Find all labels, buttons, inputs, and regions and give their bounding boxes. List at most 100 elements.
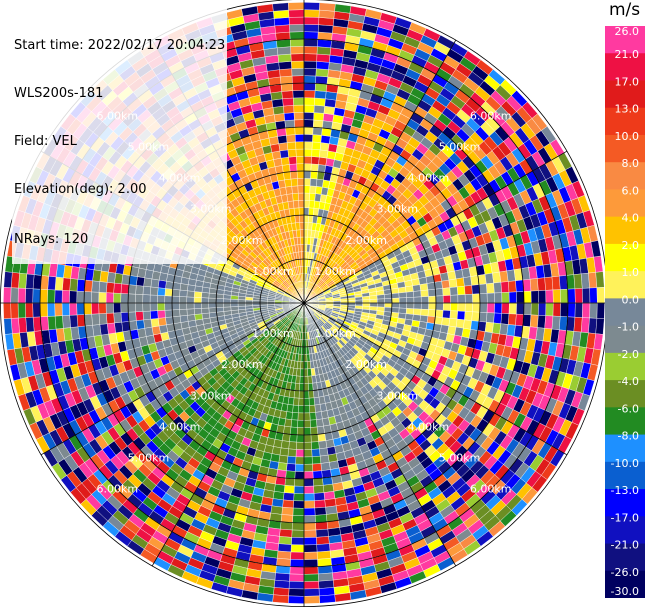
velocity-gate [285, 127, 296, 136]
velocity-gate [560, 288, 569, 304]
velocity-gate [318, 440, 328, 450]
velocity-gate [311, 156, 320, 165]
velocity-gate [39, 288, 48, 304]
velocity-gate [552, 302, 561, 317]
velocity-gate [303, 471, 314, 480]
velocity-gate [303, 214, 309, 223]
velocity-gate [288, 581, 305, 590]
velocity-gate [538, 302, 547, 316]
velocity-gate [276, 550, 292, 560]
velocity-gate [294, 119, 305, 128]
velocity-gate [150, 318, 160, 328]
velocity-gate [442, 310, 451, 319]
velocity-gate [435, 295, 444, 304]
velocity-gate [589, 302, 598, 319]
velocity-gate [136, 276, 145, 287]
velocity-gate [193, 308, 203, 315]
velocity-gate [283, 492, 295, 501]
velocity-gate [303, 82, 316, 91]
velocity-gate [574, 288, 583, 304]
velocity-gate [291, 60, 305, 69]
velocity-gate [293, 207, 300, 216]
velocity-gate [479, 293, 488, 304]
velocity-gate [493, 312, 502, 324]
velocity-gate [455, 277, 465, 288]
velocity-gate [298, 192, 305, 201]
velocity-gate [406, 302, 415, 309]
velocity-gate [290, 53, 305, 62]
velocity-gate [314, 404, 322, 413]
velocity-gate [315, 75, 328, 85]
velocity-gate [420, 308, 429, 317]
velocity-gate [435, 288, 444, 297]
velocity-gate [279, 68, 293, 78]
colorbar-tick-label: 21.0 [615, 48, 640, 61]
velocity-gate [311, 448, 321, 457]
velocity-gate [316, 418, 324, 428]
velocity-gate [529, 278, 539, 292]
velocity-gate [398, 292, 407, 299]
velocity-gate [186, 296, 195, 304]
velocity-gate [508, 291, 517, 304]
velocity-gate [391, 292, 400, 299]
velocity-gate [303, 229, 309, 238]
velocity-gate [369, 298, 378, 304]
velocity-gate [286, 134, 296, 143]
velocity-gate [245, 305, 254, 310]
velocity-gate [193, 302, 202, 309]
velocity-gate [223, 306, 232, 312]
velocity-gate [282, 164, 291, 173]
velocity-gate [515, 313, 524, 327]
velocity-gate [303, 163, 312, 172]
velocity-gate [83, 302, 92, 315]
velocity-gate [300, 236, 305, 245]
velocity-gate [315, 411, 323, 420]
velocity-gate [186, 290, 195, 298]
velocity-gate [120, 312, 130, 323]
velocity-gate [596, 287, 605, 304]
velocity-gate [450, 302, 459, 312]
velocity-gate [280, 440, 290, 450]
velocity-gate [279, 447, 289, 457]
instrument-name: WLS200s-181 [14, 86, 104, 101]
velocity-gate [128, 311, 137, 322]
velocity-gate [418, 276, 428, 285]
velocity-gate [420, 302, 429, 310]
velocity-gate [501, 302, 510, 314]
velocity-gate [589, 287, 598, 304]
velocity-gate [165, 281, 174, 290]
velocity-gate [318, 9, 335, 19]
velocity-gate [574, 302, 583, 318]
velocity-gate [312, 127, 323, 136]
velocity-gate [280, 521, 293, 531]
velocity-gate [391, 302, 400, 309]
velocity-gate [316, 425, 325, 435]
velocity-gate [313, 119, 324, 129]
velocity-gate [283, 485, 295, 494]
velocity-gate [272, 2, 289, 12]
velocity-gate [142, 310, 152, 321]
velocity-gate [464, 302, 473, 313]
range-ring-label: 5.00km [439, 140, 481, 153]
velocity-gate [294, 134, 305, 143]
velocity-gate [223, 298, 231, 304]
velocity-gate [303, 361, 308, 370]
velocity-gate [435, 302, 444, 311]
velocity-gate [282, 433, 291, 442]
velocity-gate [25, 288, 34, 304]
velocity-gate [303, 141, 313, 150]
velocity-gate [318, 156, 328, 166]
velocity-gate [309, 419, 318, 428]
velocity-gate [449, 286, 458, 296]
velocity-gate [596, 302, 605, 319]
velocity-gate [281, 507, 294, 516]
velocity-gate [290, 544, 305, 553]
velocity-gate [297, 178, 305, 187]
velocity-gate [303, 581, 320, 590]
velocity-gate [317, 164, 326, 173]
velocity-gate [296, 434, 305, 443]
velocity-gate [303, 522, 317, 531]
velocity-gate [273, 483, 286, 493]
velocity-gate [303, 478, 314, 487]
velocity-gate [201, 302, 209, 309]
